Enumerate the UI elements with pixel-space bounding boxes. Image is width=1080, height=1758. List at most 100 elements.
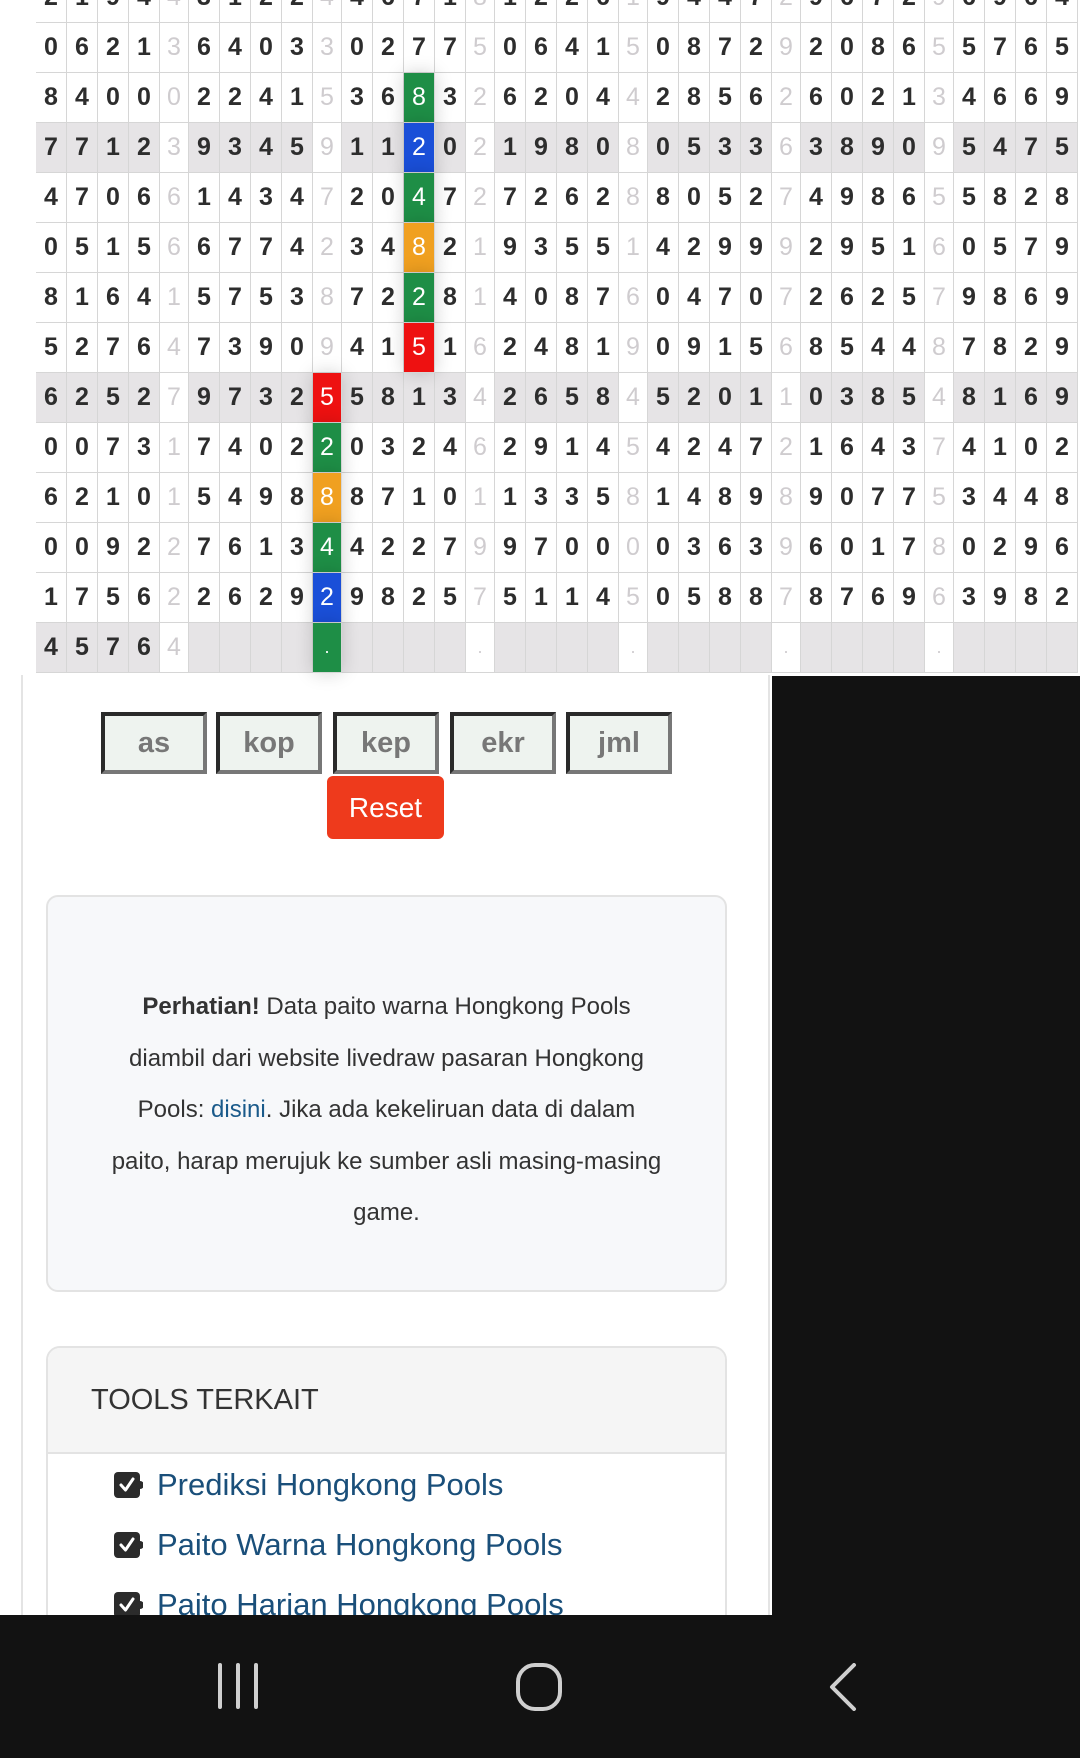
paito-cell[interactable]: 3	[220, 323, 251, 373]
paito-cell[interactable]: 2	[404, 573, 435, 623]
paito-cell[interactable]: 2	[404, 523, 435, 573]
paito-cell[interactable]: 3	[282, 273, 313, 323]
paito-cell[interactable]: 1	[189, 173, 220, 223]
paito-cell[interactable]: 1	[404, 373, 435, 423]
paito-cell[interactable]: 1	[985, 423, 1016, 473]
paito-cell[interactable]: 6	[98, 273, 129, 323]
paito-cell[interactable]: 7	[741, 0, 772, 23]
paito-cell[interactable]: 2	[801, 223, 832, 273]
paito-cell[interactable]: 9	[189, 373, 220, 423]
paito-separator-cell[interactable]: 7	[466, 573, 495, 623]
paito-separator-cell[interactable]: 4	[466, 373, 495, 423]
paito-cell[interactable]: 9	[894, 573, 925, 623]
paito-cell[interactable]: 9	[495, 523, 526, 573]
paito-cell[interactable]: 2	[1047, 423, 1078, 473]
paito-separator-cell[interactable]: 4	[925, 373, 954, 423]
paito-cell[interactable]: 3	[894, 423, 925, 473]
paito-cell[interactable]: 1	[710, 323, 741, 373]
paito-cell[interactable]: 0	[495, 23, 526, 73]
paito-cell[interactable]: 1	[67, 273, 98, 323]
paito-cell[interactable]: 2	[189, 573, 220, 623]
paito-cell[interactable]	[679, 623, 710, 673]
paito-cell[interactable]: 6	[985, 73, 1016, 123]
paito-cell[interactable]: 4	[220, 473, 251, 523]
paito-separator-cell[interactable]: 4	[160, 323, 189, 373]
paito-cell[interactable]: 6	[1047, 523, 1078, 573]
paito-cell[interactable]: 1	[863, 523, 894, 573]
paito-cell[interactable]: 9	[526, 423, 557, 473]
paito-separator-cell[interactable]: 5	[466, 23, 495, 73]
paito-separator-cell[interactable]: 5	[925, 473, 954, 523]
paito-cell[interactable]: 5	[67, 623, 98, 673]
paito-cell[interactable]: 9	[832, 173, 863, 223]
paito-cell[interactable]	[251, 623, 282, 673]
source-link[interactable]: disini	[211, 1096, 266, 1123]
paito-cell[interactable]: 2	[526, 173, 557, 223]
paito-cell[interactable]: 7	[404, 0, 435, 23]
paito-cell[interactable]: 4	[1016, 473, 1047, 523]
paito-cell[interactable]: 2	[801, 23, 832, 73]
paito-cell[interactable]: 1	[648, 473, 679, 523]
paito-cell[interactable]: 7	[220, 373, 251, 423]
paito-cell[interactable]: 5	[710, 73, 741, 123]
paito-cell[interactable]: 8	[832, 123, 863, 173]
paito-cell[interactable]: 7	[741, 423, 772, 473]
paito-cell[interactable]: 2	[894, 0, 925, 23]
paito-separator-cell[interactable]: 9	[772, 223, 801, 273]
paito-cell[interactable]: 8	[863, 173, 894, 223]
paito-cell[interactable]: 3	[741, 523, 772, 573]
paito-cell[interactable]: 6	[189, 223, 220, 273]
paito-separator-cell[interactable]: 7	[772, 573, 801, 623]
paito-cell[interactable]: 6	[1016, 0, 1047, 23]
paito-cell[interactable]: 4	[220, 173, 251, 223]
paito-cell-highlighted[interactable]: 2	[404, 123, 435, 173]
paito-cell[interactable]: 7	[710, 273, 741, 323]
paito-separator-cell[interactable]: 6	[160, 223, 189, 273]
paito-cell[interactable]: 1	[251, 523, 282, 573]
paito-cell[interactable]: 2	[495, 373, 526, 423]
paito-cell[interactable]: 4	[220, 423, 251, 473]
paito-cell[interactable]	[832, 623, 863, 673]
paito-cell[interactable]: 4	[342, 523, 373, 573]
paito-cell[interactable]: 0	[129, 73, 160, 123]
paito-separator-cell[interactable]: 8	[772, 473, 801, 523]
paito-cell[interactable]: 8	[801, 323, 832, 373]
paito-cell[interactable]: 4	[954, 423, 985, 473]
paito-cell[interactable]: 5	[894, 373, 925, 423]
paito-cell[interactable]: 9	[710, 223, 741, 273]
paito-cell[interactable]: 6	[832, 423, 863, 473]
paito-cell[interactable]: 8	[985, 273, 1016, 323]
paito-cell-highlighted[interactable]: 8	[404, 223, 435, 273]
paito-cell[interactable]: 5	[342, 373, 373, 423]
paito-cell-highlighted[interactable]: 2	[404, 273, 435, 323]
paito-cell[interactable]: 2	[282, 0, 313, 23]
paito-separator-cell[interactable]: 0	[619, 523, 648, 573]
paito-cell[interactable]: 8	[679, 73, 710, 123]
paito-separator-cell[interactable]: 7	[772, 173, 801, 223]
paito-cell[interactable]: 4	[36, 173, 67, 223]
paito-cell[interactable]: 5	[129, 223, 160, 273]
paito-cell[interactable]: 9	[1016, 523, 1047, 573]
tool-link-paito-warna[interactable]: Paito Warna Hongkong Pools	[113, 1527, 563, 1563]
paito-cell[interactable]: 2	[863, 273, 894, 323]
paito-cell[interactable]: 2	[526, 73, 557, 123]
paito-cell[interactable]: 6	[373, 73, 404, 123]
paito-cell[interactable]: 7	[98, 623, 129, 673]
paito-cell[interactable]: 9	[1047, 323, 1078, 373]
paito-cell[interactable]: 1	[985, 373, 1016, 423]
paito-cell[interactable]	[954, 623, 985, 673]
paito-separator-cell[interactable]: 8	[313, 273, 342, 323]
paito-cell[interactable]: 7	[894, 523, 925, 573]
paito-cell[interactable]: 6	[1016, 73, 1047, 123]
paito-cell[interactable]: 0	[648, 323, 679, 373]
paito-cell[interactable]: 8	[741, 573, 772, 623]
paito-cell[interactable]: 4	[648, 223, 679, 273]
paito-cell[interactable]: 7	[98, 323, 129, 373]
paito-cell[interactable]: 1	[98, 123, 129, 173]
paito-cell[interactable]: 2	[36, 0, 67, 23]
paito-cell[interactable]: 6	[863, 573, 894, 623]
paito-cell[interactable]: 5	[741, 323, 772, 373]
reset-button[interactable]: Reset	[327, 776, 444, 839]
paito-cell-highlighted[interactable]: 5	[404, 323, 435, 373]
paito-cell[interactable]: 1	[129, 23, 160, 73]
